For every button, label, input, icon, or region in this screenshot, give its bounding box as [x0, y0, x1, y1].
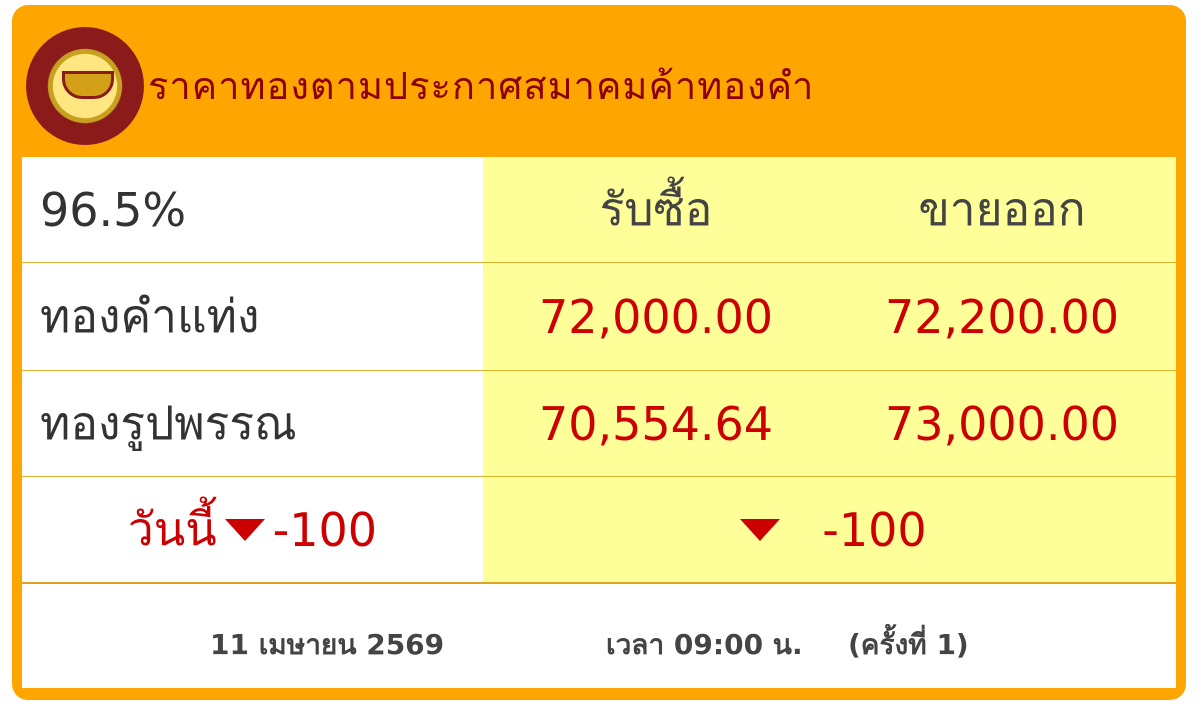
announce-time: เวลา 09:00 น. — [606, 628, 803, 661]
sell-price: 72,200.00 — [884, 289, 1120, 344]
table-row: ทองคำแท่ง 72,000.00 72,200.00 — [22, 263, 1176, 371]
today-label: วันนี้ — [127, 502, 217, 556]
purity-label: 96.5% — [40, 182, 187, 237]
association-logo — [26, 27, 144, 145]
gold-price-card: ราคาทองตามประกาศสมาคมค้าทองคำ 96.5% รับซ… — [12, 5, 1186, 700]
table-header-row: 96.5% รับซื้อ ขายออก — [22, 157, 1176, 263]
announce-round: (ครั้งที่ 1) — [848, 628, 969, 661]
change-row: วันนี้ -100 -100 — [22, 477, 1176, 584]
sell-price: 73,000.00 — [884, 396, 1120, 451]
page-title: ราคาทองตามประกาศสมาคมค้าทองคำ — [148, 64, 815, 108]
price-table: 96.5% รับซื้อ ขายออก ทองคำแท่ง 72,000.00… — [22, 157, 1176, 688]
buy-price: 70,554.64 — [538, 396, 774, 451]
gold-ingot-icon — [62, 71, 114, 99]
row-label: ทองรูปพรรณ — [40, 396, 297, 450]
buy-price: 72,000.00 — [538, 289, 774, 344]
down-triangle-icon — [740, 518, 781, 541]
header: ราคาทองตามประกาศสมาคมค้าทองคำ — [12, 5, 1186, 157]
table-row: ทองรูปพรรณ 70,554.64 73,000.00 — [22, 371, 1176, 477]
row-label: ทองคำแท่ง — [40, 289, 260, 343]
footer: 11 เมษายน 2569 เวลา 09:00 น. (ครั้งที่ 1… — [22, 587, 1176, 688]
announce-date: 11 เมษายน 2569 — [210, 628, 445, 661]
down-triangle-icon — [224, 518, 265, 541]
today-change: -100 — [272, 502, 378, 557]
column-sell: ขายออก — [918, 182, 1086, 236]
column-buy: รับซื้อ — [599, 182, 713, 236]
sell-change: -100 — [822, 502, 927, 557]
